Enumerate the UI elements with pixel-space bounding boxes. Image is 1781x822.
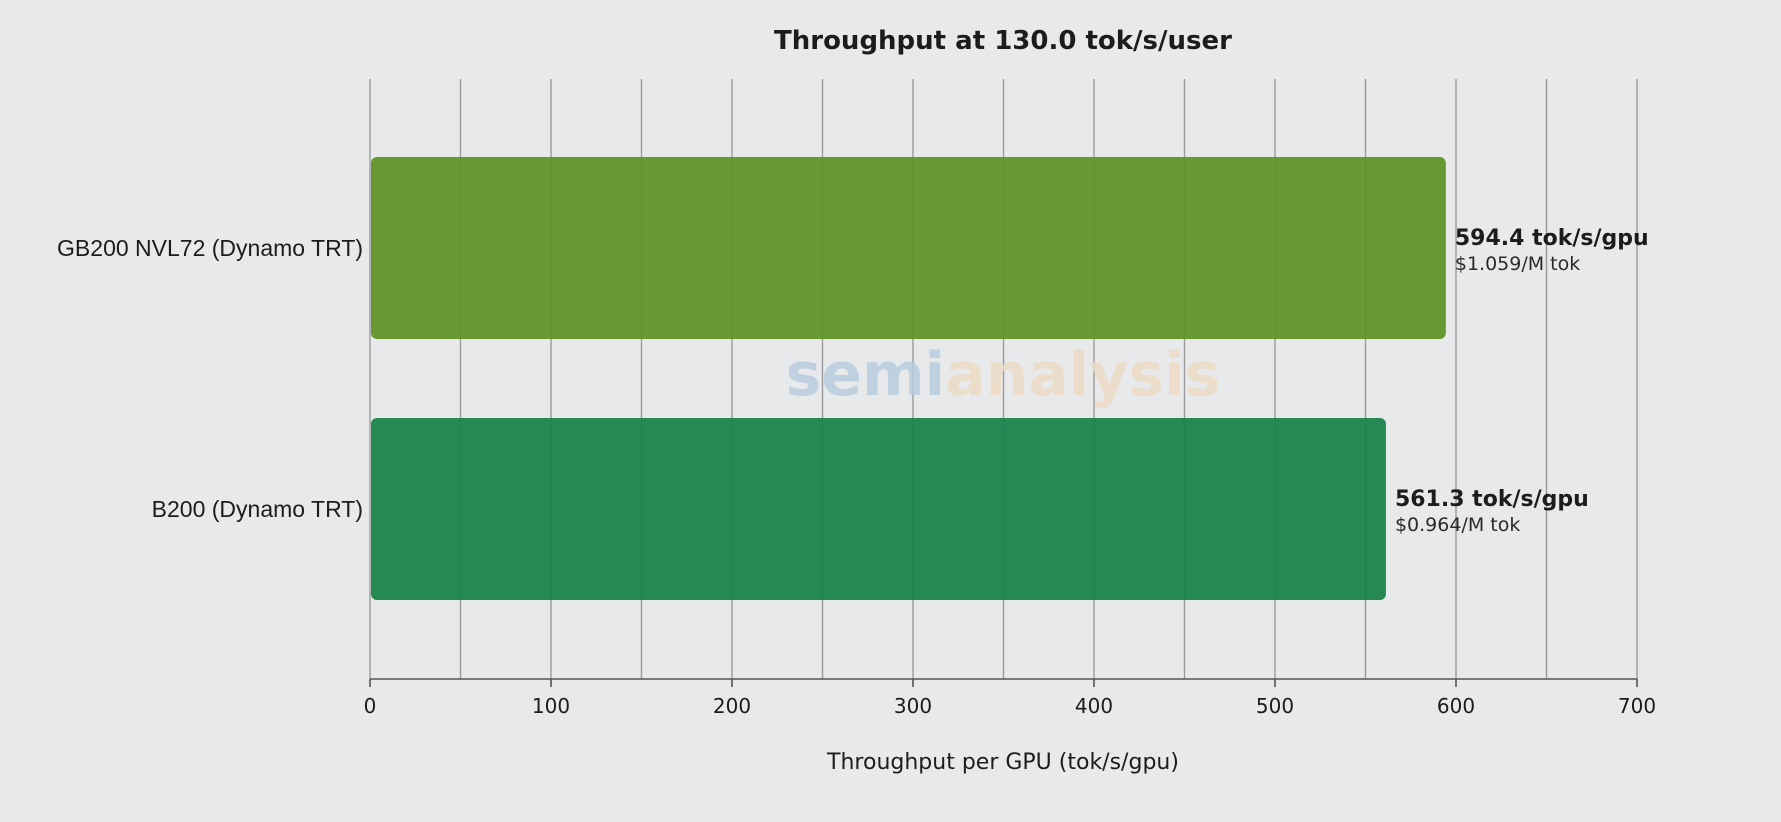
cost-label: $1.059/M tok: [1455, 253, 1580, 275]
x-axis-title: Throughput per GPU (tok/s/gpu): [826, 750, 1179, 775]
x-tick-label: 100: [532, 694, 570, 718]
x-tick-label: 700: [1618, 694, 1656, 718]
chart-title: Throughput at 130.0 tok/s/user: [774, 26, 1232, 56]
category-label: B200 (Dynamo TRT): [152, 496, 363, 522]
x-tick-label: 400: [1075, 694, 1113, 718]
x-tick-label: 200: [713, 694, 751, 718]
watermark-logo: semianalysis: [786, 340, 1221, 410]
cost-label: $0.964/M tok: [1395, 514, 1520, 536]
bar: [371, 418, 1386, 600]
bar: [371, 157, 1446, 339]
category-label: GB200 NVL72 (Dynamo TRT): [57, 235, 363, 261]
value-label: 561.3 tok/s/gpu: [1395, 487, 1589, 512]
x-tick-label: 0: [364, 694, 377, 718]
bars: [371, 157, 1446, 600]
watermark-text: semianalysis: [786, 340, 1221, 410]
value-label: 594.4 tok/s/gpu: [1455, 226, 1649, 251]
labels: GB200 NVL72 (Dynamo TRT) 594.4 tok/s/gpu$…: [57, 226, 1649, 536]
x-tick-label: 300: [894, 694, 932, 718]
x-tick-label: 600: [1437, 694, 1475, 718]
x-axis: 0 100 200 300 400 500 600 700: [364, 678, 1656, 718]
x-tick-label: 500: [1256, 694, 1294, 718]
